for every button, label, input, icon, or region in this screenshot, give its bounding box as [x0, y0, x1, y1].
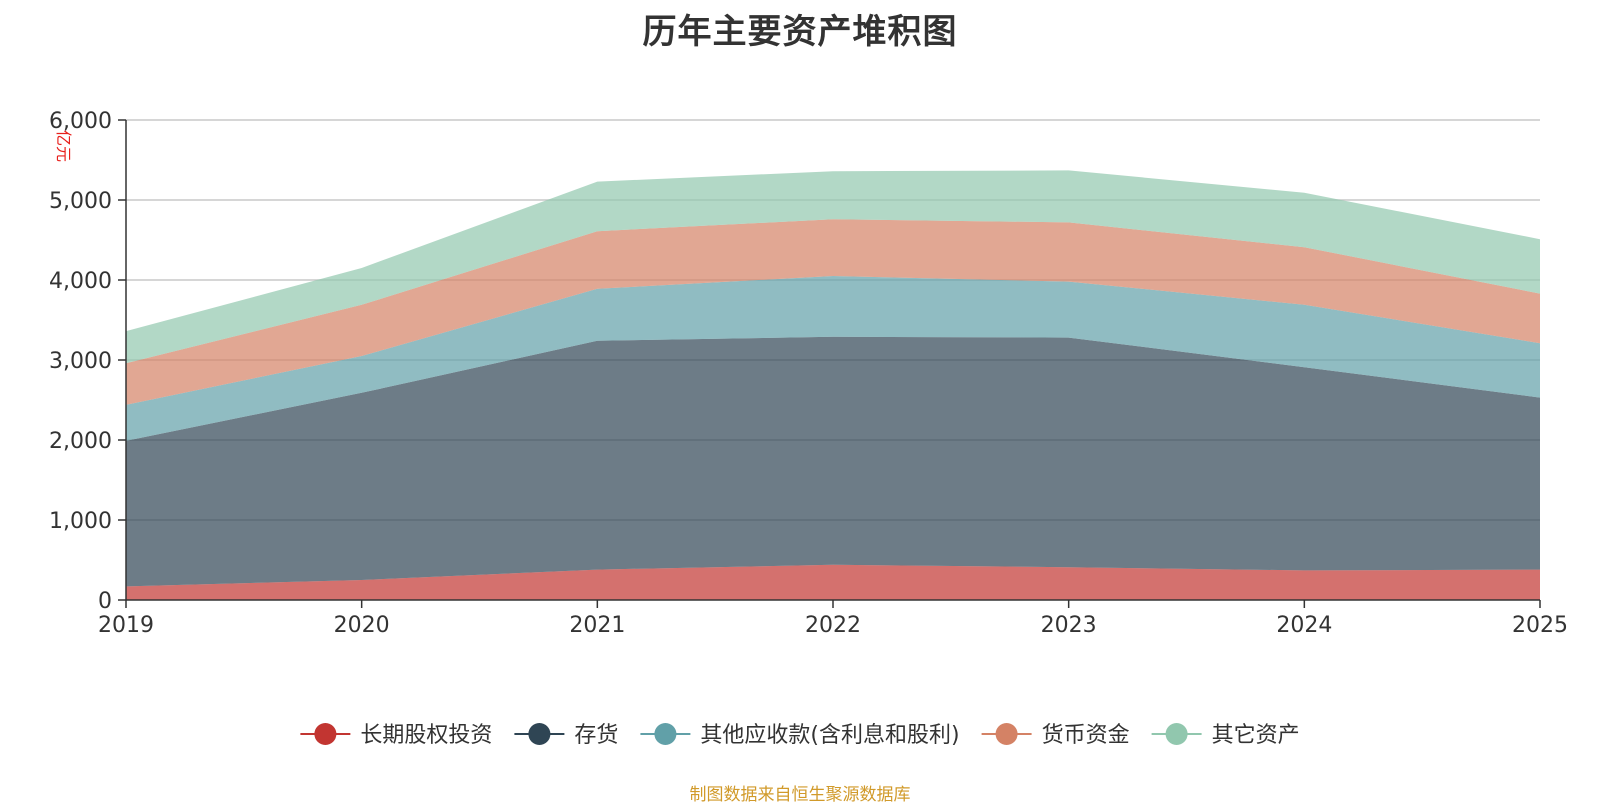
y-tick-label: 3,000 — [49, 349, 112, 374]
legend-item-1[interactable]: 存货 — [514, 723, 618, 748]
chart-title: 历年主要资产堆积图 — [642, 12, 958, 52]
area-series — [126, 170, 1540, 600]
area-series-3 — [126, 219, 1540, 405]
area-series-2 — [126, 276, 1540, 441]
x-tick-label: 2025 — [1512, 613, 1568, 638]
legend-marker — [654, 723, 677, 745]
x-tick-label: 2023 — [1041, 613, 1097, 638]
legend-label: 存货 — [574, 723, 618, 748]
legend-item-0[interactable]: 长期股权投资 — [300, 723, 492, 748]
x-tick-label: 2024 — [1276, 613, 1332, 638]
y-tick-label: 2,000 — [49, 429, 112, 454]
legend-label: 长期股权投资 — [360, 723, 492, 748]
x-tick-label: 2021 — [569, 613, 625, 638]
y-tick-label: 5,000 — [49, 189, 112, 214]
y-unit-label: 亿元 — [54, 130, 73, 162]
y-tick-label: 1,000 — [49, 509, 112, 534]
legend-marker — [1165, 723, 1188, 745]
legend: 长期股权投资 存货 其他应收款(含利息和股利) 货币资金 其它资产 — [300, 723, 1300, 748]
x-tick-label: 2022 — [805, 613, 861, 638]
legend-item-3[interactable]: 货币资金 — [981, 723, 1130, 748]
y-tick-label: 4,000 — [49, 269, 112, 294]
area-series-0 — [126, 564, 1540, 600]
legend-label: 其它资产 — [1212, 723, 1300, 748]
legend-marker — [995, 723, 1018, 745]
legend-marker — [528, 723, 551, 745]
legend-label: 货币资金 — [1042, 723, 1130, 748]
area-series-1 — [126, 336, 1540, 587]
source-note: 制图数据来自恒生聚源数据库 — [689, 785, 911, 805]
x-tick-label: 2020 — [334, 613, 390, 638]
area-series-4 — [126, 170, 1540, 364]
legend-label: 其他应收款(含利息和股利) — [700, 723, 959, 748]
legend-item-4[interactable]: 其它资产 — [1151, 723, 1300, 748]
y-tick-label: 6,000 — [49, 109, 112, 134]
y-tick-label: 0 — [98, 589, 112, 614]
legend-item-2[interactable]: 其他应收款(含利息和股利) — [640, 723, 960, 748]
x-tick-label: 2019 — [98, 613, 154, 638]
legend-marker — [314, 723, 337, 745]
